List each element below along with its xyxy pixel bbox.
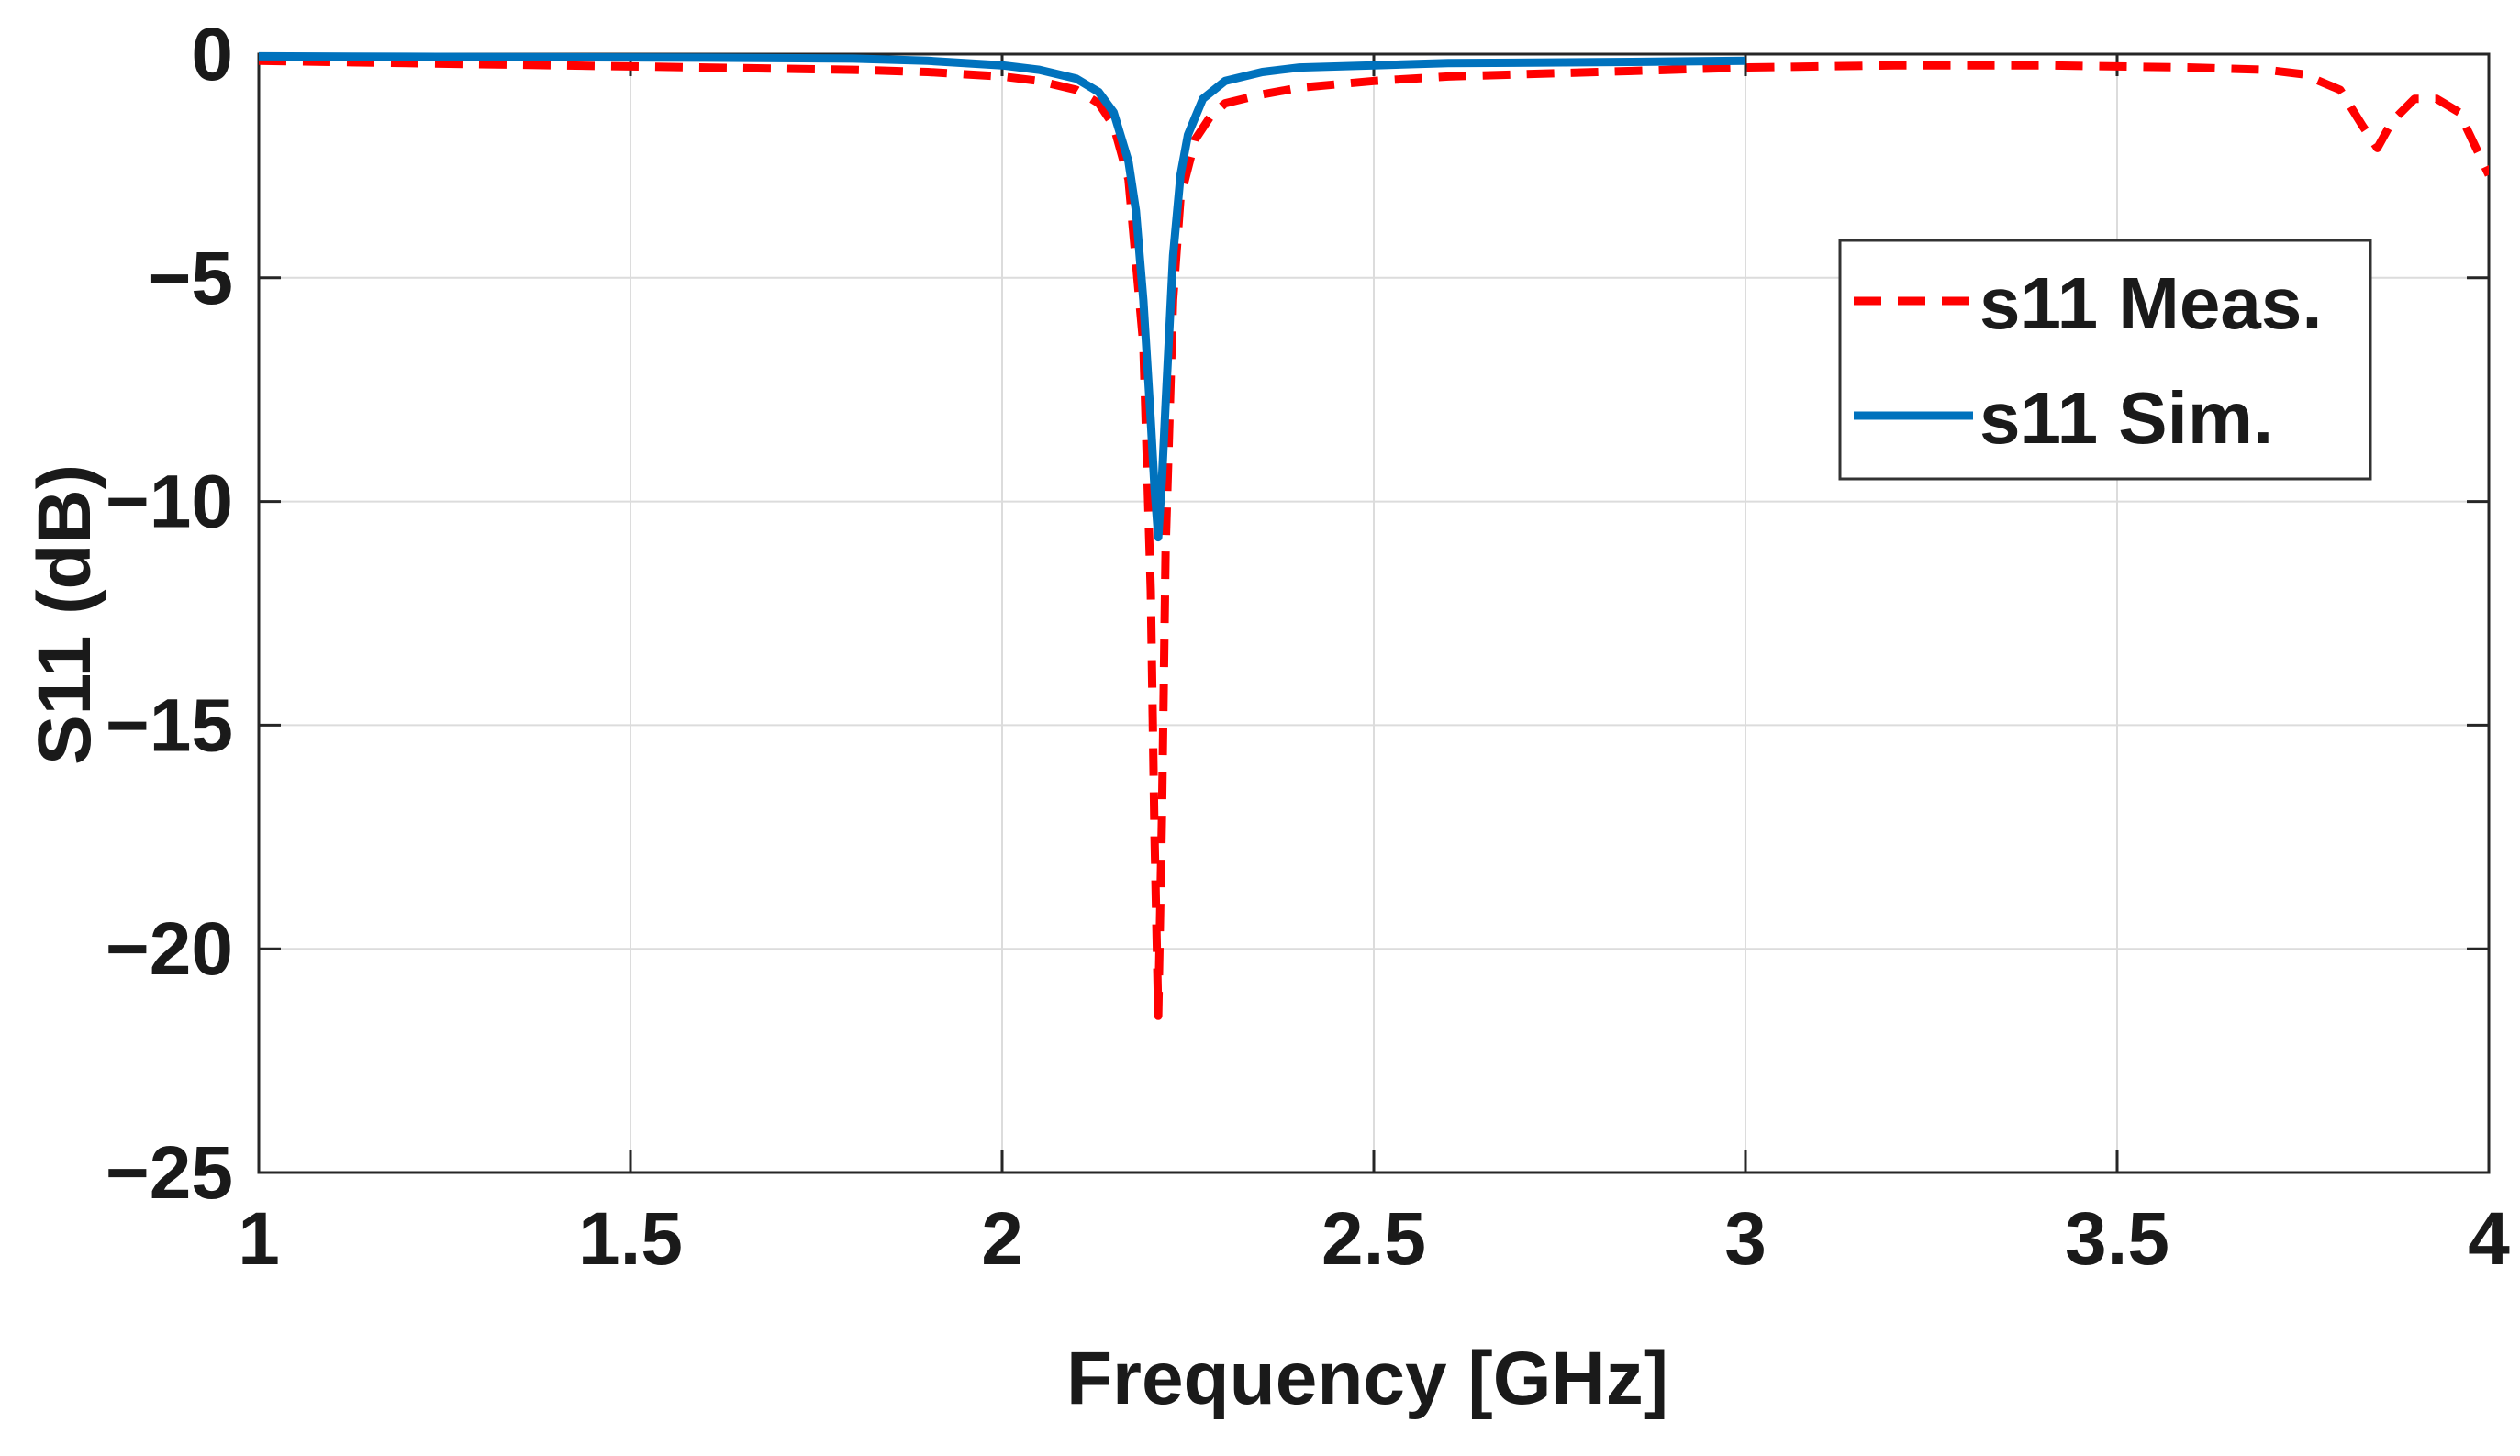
- legend-box: [1838, 239, 2372, 481]
- x-tick-label: 2.5: [1321, 1197, 1426, 1281]
- x-tick-label: 3.5: [2065, 1197, 2169, 1281]
- series-line-meas: [259, 56, 2489, 1020]
- x-tick-label: 4: [2468, 1197, 2510, 1281]
- y-axis-label: S11 (dB): [23, 464, 106, 765]
- series-line-sim: [259, 51, 1746, 542]
- y-tick-label: 0: [191, 13, 233, 96]
- y-tick-label: −5: [148, 237, 234, 320]
- x-tick-label: 2: [981, 1197, 1023, 1281]
- x-axis-label: Frequency [GHz]: [1066, 1337, 1668, 1420]
- legend-label-meas: s11 Meas.: [1979, 262, 2323, 344]
- plot-frame: [257, 52, 2491, 1174]
- legend-label-sim: s11 Sim.: [1979, 377, 2273, 459]
- x-tick-label: 1.5: [578, 1197, 683, 1281]
- y-tick-label: −25: [106, 1131, 233, 1215]
- x-tick-label: 3: [1724, 1197, 1767, 1281]
- x-tick-label: 1: [238, 1197, 280, 1281]
- y-tick-label: −15: [106, 684, 233, 767]
- y-tick-label: −10: [106, 461, 233, 544]
- legend: s11 Meas. s11 Sim.: [1838, 239, 2372, 481]
- y-tick-label: −20: [106, 907, 233, 991]
